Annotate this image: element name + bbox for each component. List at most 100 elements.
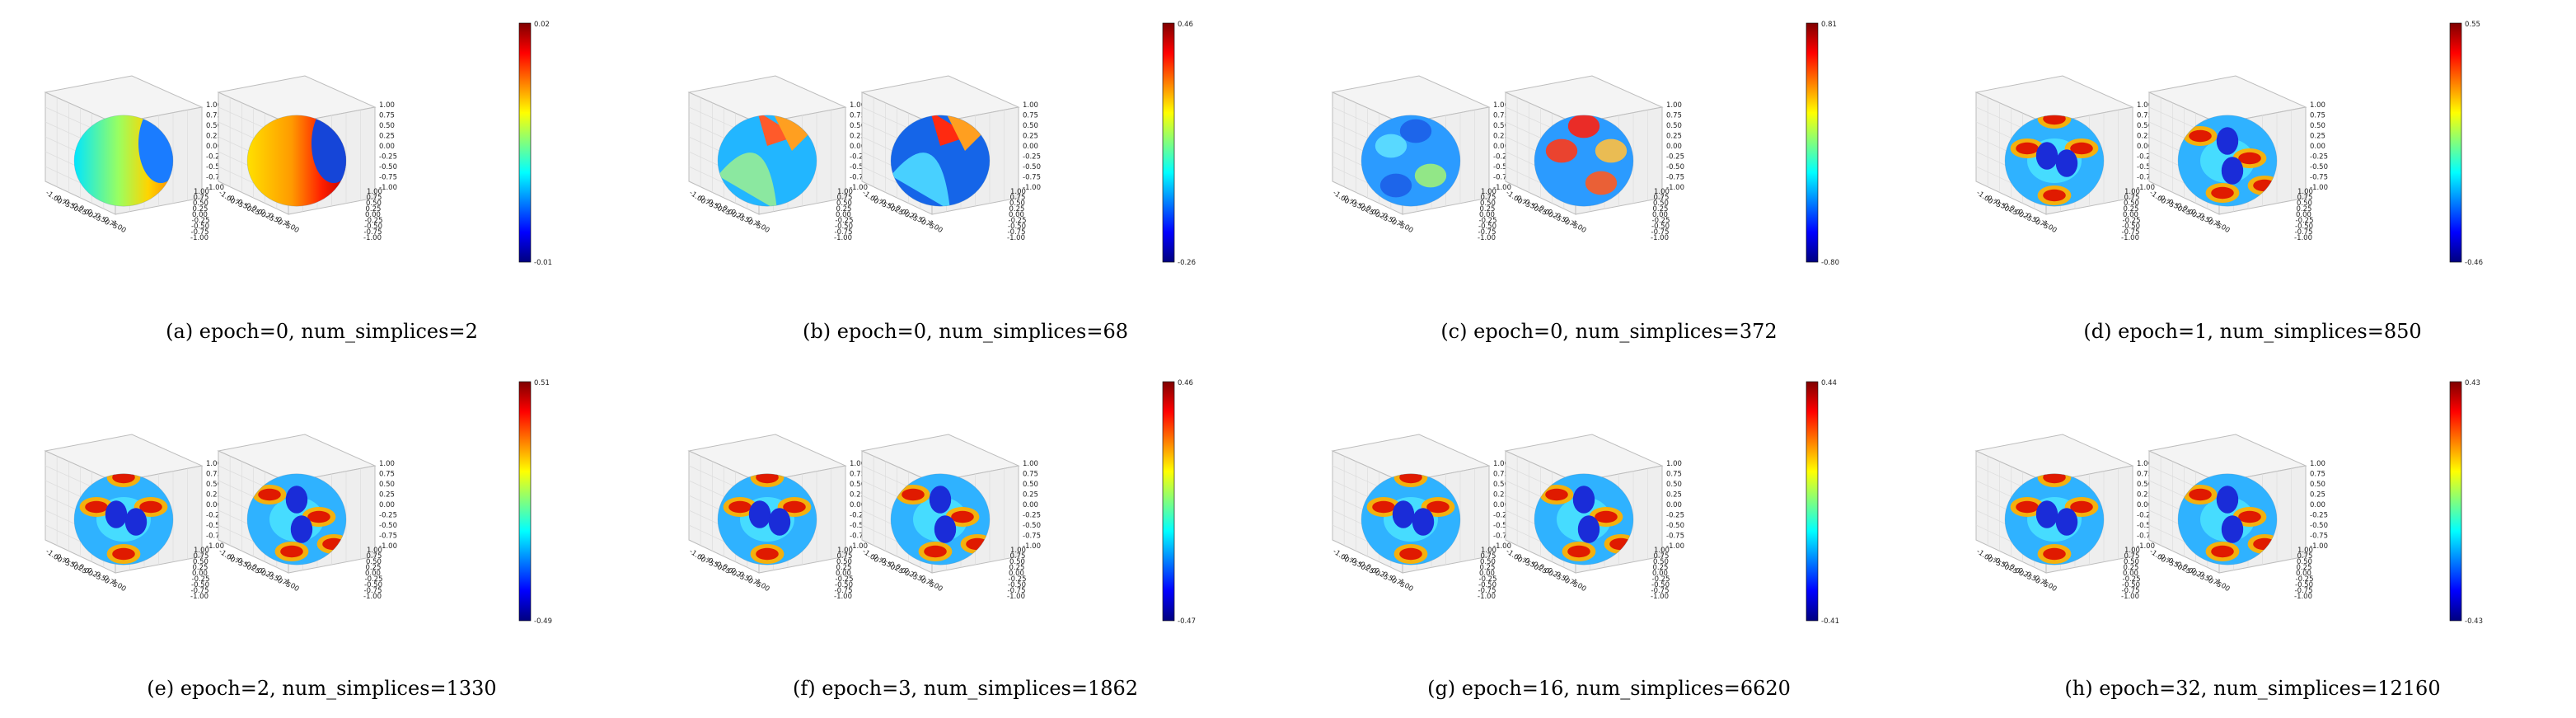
y-tick-label: 0.25 xyxy=(193,205,208,214)
z-tick-label: -0.25 xyxy=(1023,153,1041,162)
z-tick-label: 0.00 xyxy=(850,143,865,151)
subfigure-caption: (g) epoch=16, num_simplices=6620 xyxy=(1427,677,1791,700)
z-tick-label: 1.00 xyxy=(850,101,865,110)
y-tick-label: 0.75 xyxy=(2124,552,2140,561)
z-tick-label: -0.25 xyxy=(1493,512,1511,520)
y-tick-label: -1.00 xyxy=(363,234,382,242)
x-tick-label: 1.00 xyxy=(1397,578,1414,594)
y-tick-label: 0.25 xyxy=(2297,564,2312,572)
y-tick-label: 0.50 xyxy=(2297,558,2312,566)
z-tick-label: -0.50 xyxy=(1666,522,1684,530)
x-tick-label: 1.00 xyxy=(283,578,300,594)
y-tick-label: 1.00 xyxy=(837,188,853,196)
z-tick-label: 0.50 xyxy=(1666,481,1682,489)
y-tick-label: 0.00 xyxy=(2123,211,2138,219)
subfigure-plot: 1.000.750.500.250.00-0.25-0.50-0.75-1.00… xyxy=(1331,21,1839,267)
z-tick-label: -0.75 xyxy=(2310,174,2328,182)
subfigure-plot: 1.000.750.500.250.00-0.25-0.50-0.75-1.00… xyxy=(1331,379,1839,626)
y-tick-label: -0.25 xyxy=(1652,575,1670,584)
z-tick-label: -0.50 xyxy=(1493,522,1511,530)
z-tick-label: 0.25 xyxy=(1493,133,1509,141)
z-tick-label: -0.50 xyxy=(2137,522,2155,530)
z-tick-label: -1.00 xyxy=(1023,184,1041,192)
z-tick-label: 1.00 xyxy=(2137,460,2152,468)
z-tick-label: 1.00 xyxy=(1666,460,1682,468)
y-tick-label: 1.00 xyxy=(194,547,209,555)
z-tick-label: -0.75 xyxy=(1023,174,1041,182)
y-tick-label: -0.50 xyxy=(1478,581,1496,589)
subfigure-f: 1.00 0.75 0.50 0.25 0.00 -0.25 -0.50 -0.75 -1.00… xyxy=(644,359,1287,717)
y-tick-label: 0.00 xyxy=(1479,570,1495,578)
z-tick-label: -0.75 xyxy=(2310,533,2328,541)
z-tick-label: -0.25 xyxy=(850,512,868,520)
z-tick-label: -0.50 xyxy=(1023,163,1041,171)
z-tick-label: 0.00 xyxy=(1023,143,1038,151)
y-tick-label: 0.00 xyxy=(1652,570,1668,578)
y-tick-label: 0.50 xyxy=(1653,199,1669,208)
y-tick-label: 0.75 xyxy=(1010,194,1026,202)
y-tick-label: 1.00 xyxy=(2297,188,2313,196)
y-tick-label: -0.75 xyxy=(1478,228,1496,237)
y-tick-label: 0.00 xyxy=(1479,211,1495,219)
z-tick-label: 0.00 xyxy=(1023,501,1038,509)
y-tick-label: 1.00 xyxy=(1654,188,1670,196)
z-tick-label: 1.00 xyxy=(2137,101,2152,110)
colorbar-min-label: -0.80 xyxy=(1821,259,1839,267)
y-tick-label: 0.75 xyxy=(1654,194,1670,202)
z-tick-label: -0.75 xyxy=(206,174,224,182)
colorbar-max-label: 0.51 xyxy=(534,379,550,387)
z-tick-label: 0.25 xyxy=(1023,491,1038,500)
z-tick-label: 0.25 xyxy=(206,133,222,141)
y-tick-label: 1.00 xyxy=(1010,188,1026,196)
x-tick-label: 1.00 xyxy=(926,578,944,594)
sphere-plot-left: 1.000.750.500.250.00-0.25-0.50-0.75-1.00… xyxy=(1974,75,2155,242)
z-tick-label: -0.50 xyxy=(1666,163,1684,171)
z-tick-label: 0.25 xyxy=(1666,133,1682,141)
z-tick-label: 0.25 xyxy=(850,491,865,500)
z-tick-label: -1.00 xyxy=(2137,542,2155,551)
z-tick-label: -1.00 xyxy=(379,184,397,192)
z-tick-label: 0.00 xyxy=(206,501,222,509)
y-tick-label: -1.00 xyxy=(2294,593,2312,601)
y-tick-label: 0.50 xyxy=(1480,199,1496,208)
z-tick-label: 0.50 xyxy=(379,481,395,489)
y-tick-label: -0.75 xyxy=(364,587,382,595)
z-tick-label: -1.00 xyxy=(2310,542,2328,551)
x-tick-label: 1.00 xyxy=(2213,578,2231,594)
y-tick-label: -1.00 xyxy=(1478,234,1496,242)
y-tick-label: -0.25 xyxy=(1009,217,1027,225)
y-tick-label: 0.75 xyxy=(2297,194,2313,202)
colorbar xyxy=(518,22,532,263)
y-tick-label: -0.75 xyxy=(2295,228,2313,237)
sphere-plot-left: 1.000.750.500.250.00-0.25-0.50-0.75-1.00… xyxy=(687,75,868,242)
x-tick-label: 1.00 xyxy=(753,578,770,594)
y-tick-label: -0.25 xyxy=(2296,575,2314,584)
y-tick-label: 1.00 xyxy=(367,188,382,196)
colorbar-min-label: -0.43 xyxy=(2465,617,2483,626)
sphere-plot-left: 1.000.750.500.250.00-0.25-0.50-0.75-1.00… xyxy=(1974,434,2155,601)
z-tick-label: 0.00 xyxy=(2137,501,2152,509)
y-tick-label: -0.75 xyxy=(1008,228,1026,237)
z-tick-label: 0.25 xyxy=(1023,133,1038,141)
z-tick-label: -0.50 xyxy=(850,522,868,530)
subfigure-h: 1.00 0.75 0.50 0.25 0.00 -0.25 -0.50 -0.75 -1.00… xyxy=(1931,359,2574,717)
z-tick-label: 0.25 xyxy=(1666,491,1682,500)
subfigure-caption: (e) epoch=2, num_simplices=1330 xyxy=(147,677,497,700)
y-tick-label: -0.25 xyxy=(1479,575,1497,584)
y-tick-label: 0.75 xyxy=(367,552,382,561)
y-tick-label: -0.25 xyxy=(1652,217,1670,225)
z-tick-label: -0.25 xyxy=(1666,512,1684,520)
z-tick-label: 1.00 xyxy=(2310,460,2325,468)
y-tick-label: 0.50 xyxy=(836,199,852,208)
subfigure-caption: (f) epoch=3, num_simplices=1862 xyxy=(792,677,1139,700)
subfigure-plot: 1.000.750.500.250.00-0.25-0.50-0.75-1.00… xyxy=(44,379,552,626)
colorbar xyxy=(1806,381,1819,622)
x-tick-label: 1.00 xyxy=(2213,219,2231,235)
z-tick-label: 0.00 xyxy=(2310,501,2325,509)
y-tick-label: -0.25 xyxy=(836,575,854,584)
z-tick-label: -1.00 xyxy=(206,184,224,192)
colorbar-max-label: 0.43 xyxy=(2465,379,2480,387)
colorbar-min-label: -0.41 xyxy=(1821,617,1839,626)
z-tick-label: 0.75 xyxy=(206,471,222,479)
y-tick-label: 0.75 xyxy=(1010,552,1026,561)
